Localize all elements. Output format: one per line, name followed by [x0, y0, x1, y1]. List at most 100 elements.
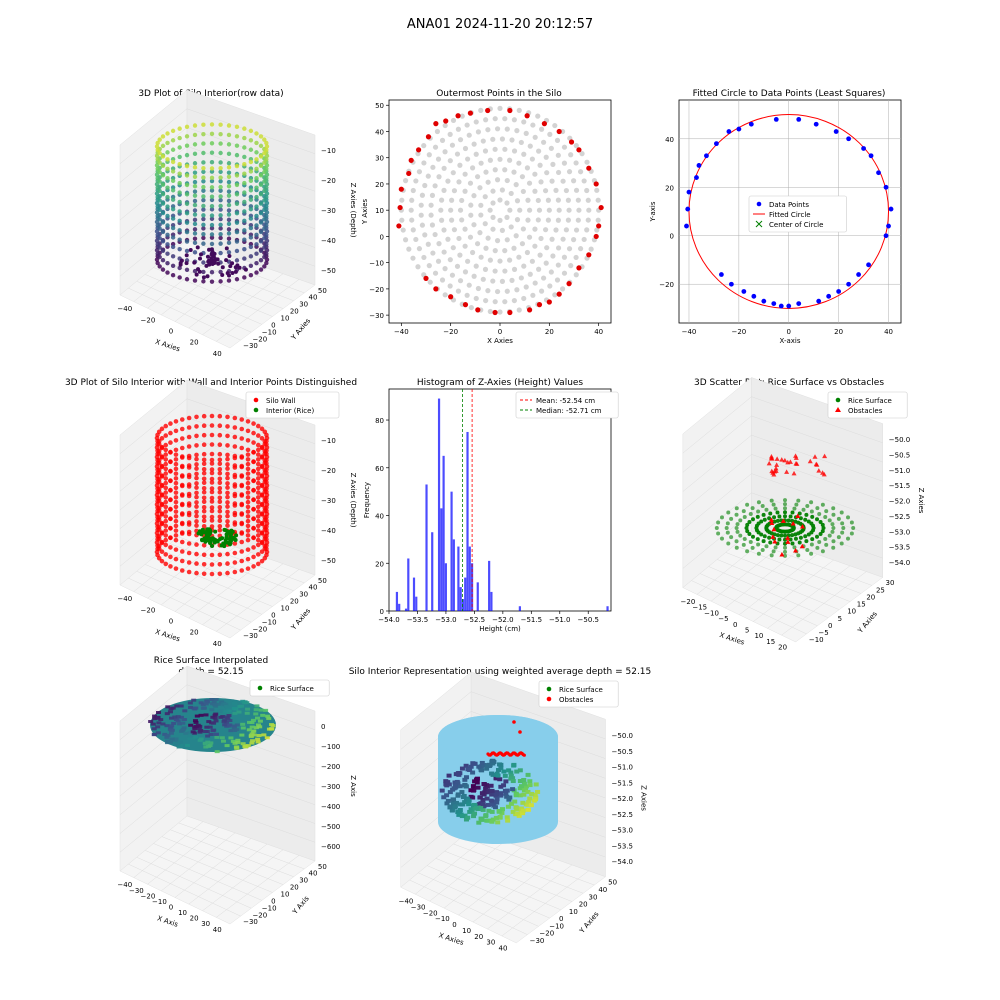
legend-label: Rice Surface — [559, 686, 603, 694]
wall-point — [260, 473, 265, 478]
outermost-point — [586, 252, 591, 257]
wall-point — [202, 414, 207, 419]
interior-point — [536, 198, 541, 203]
x-tick-label: −10 — [704, 609, 719, 617]
interior-point — [410, 256, 415, 261]
surface-cell — [260, 714, 265, 717]
outermost-point — [433, 121, 438, 126]
rice-surface-point — [794, 537, 798, 541]
data-point — [884, 185, 889, 190]
silo-point — [201, 241, 205, 245]
rice-surface-point — [756, 542, 760, 546]
y-tick-label: 30 — [299, 301, 308, 309]
rice-point — [210, 544, 214, 548]
z-tick-label: −10 — [321, 147, 336, 155]
silo-point — [165, 233, 169, 237]
surface-cell — [204, 713, 209, 716]
rice-surface-point — [770, 553, 774, 557]
silo-point — [218, 132, 222, 136]
silo-point — [177, 162, 181, 166]
wall-point — [163, 424, 168, 429]
silo-point — [171, 188, 175, 192]
rice-surface-point — [809, 500, 813, 504]
histogram-bar — [398, 604, 400, 611]
wall-point — [251, 431, 256, 436]
rice-surface-point — [846, 515, 850, 519]
interior-point — [502, 299, 507, 304]
silo-floor-point — [189, 248, 193, 252]
interior-point — [420, 223, 425, 228]
surface-cell — [265, 715, 270, 718]
interior-point — [413, 178, 418, 183]
interior-point — [507, 158, 512, 163]
rice-surface-cell — [519, 784, 524, 788]
wall-point — [174, 429, 179, 434]
wall-point — [174, 505, 179, 510]
y-tick-label: 0 — [828, 622, 832, 630]
rice-surface-cell — [457, 809, 462, 813]
wall-point — [174, 476, 179, 481]
interior-point — [562, 255, 567, 260]
outermost-point — [594, 181, 599, 186]
y-tick-label: 50 — [608, 879, 617, 887]
wall-point — [202, 423, 207, 428]
rice-surface-point — [783, 514, 787, 518]
silo-point — [227, 241, 231, 245]
interior-point — [495, 177, 500, 182]
interior-point — [439, 198, 444, 203]
interior-point — [497, 157, 502, 162]
rice-surface-point — [776, 519, 780, 523]
silo-point — [227, 180, 231, 184]
interior-point — [502, 147, 507, 152]
silo-point — [259, 267, 263, 271]
interior-point — [432, 183, 437, 188]
interior-point — [549, 237, 554, 242]
data-point — [774, 117, 779, 122]
interior-point — [474, 119, 479, 124]
z-tick-label: −50 — [321, 557, 336, 565]
wall-point — [246, 547, 251, 552]
y-tick-label: 30 — [299, 591, 308, 599]
rice-surface-cell — [490, 789, 495, 793]
silo-point — [193, 231, 197, 235]
silo-point — [235, 249, 239, 253]
legend-marker — [254, 408, 259, 413]
data-point — [694, 175, 699, 180]
wall-point — [251, 564, 256, 569]
silo-floor-point — [206, 274, 210, 278]
silo-point — [161, 134, 165, 138]
y-axis-label: Y Axis — [291, 894, 312, 916]
y-tick-label: −30 — [369, 312, 384, 320]
silo-point — [161, 144, 165, 148]
surface-cell — [179, 704, 184, 707]
interior-point — [449, 218, 454, 223]
wall-point — [225, 485, 230, 490]
silo-point — [193, 180, 197, 184]
rice-surface-point — [840, 521, 844, 525]
outermost-point — [406, 171, 411, 176]
wall-point — [246, 524, 251, 529]
wall-point — [218, 471, 223, 476]
rice-surface-point — [840, 510, 844, 514]
wall-point — [202, 495, 207, 500]
interior-point — [546, 218, 551, 223]
wall-point — [239, 473, 244, 478]
wall-point — [239, 492, 244, 497]
rice-surface-point — [736, 530, 740, 534]
silo-point — [193, 222, 197, 226]
rice-surface-point — [726, 542, 730, 546]
silo-point — [227, 189, 231, 193]
surface-cell — [214, 698, 219, 701]
surface-cell — [255, 717, 260, 720]
wall-point — [194, 523, 199, 528]
interior-point — [505, 127, 510, 132]
silo-floor-point — [220, 273, 224, 277]
wall-point — [225, 552, 230, 557]
silo-point — [235, 211, 239, 215]
interior-point — [411, 188, 416, 193]
interior-point — [514, 287, 519, 292]
silo-point — [185, 220, 189, 224]
data-point — [741, 289, 746, 294]
silo-point — [210, 122, 214, 126]
surface-cell — [211, 722, 216, 725]
